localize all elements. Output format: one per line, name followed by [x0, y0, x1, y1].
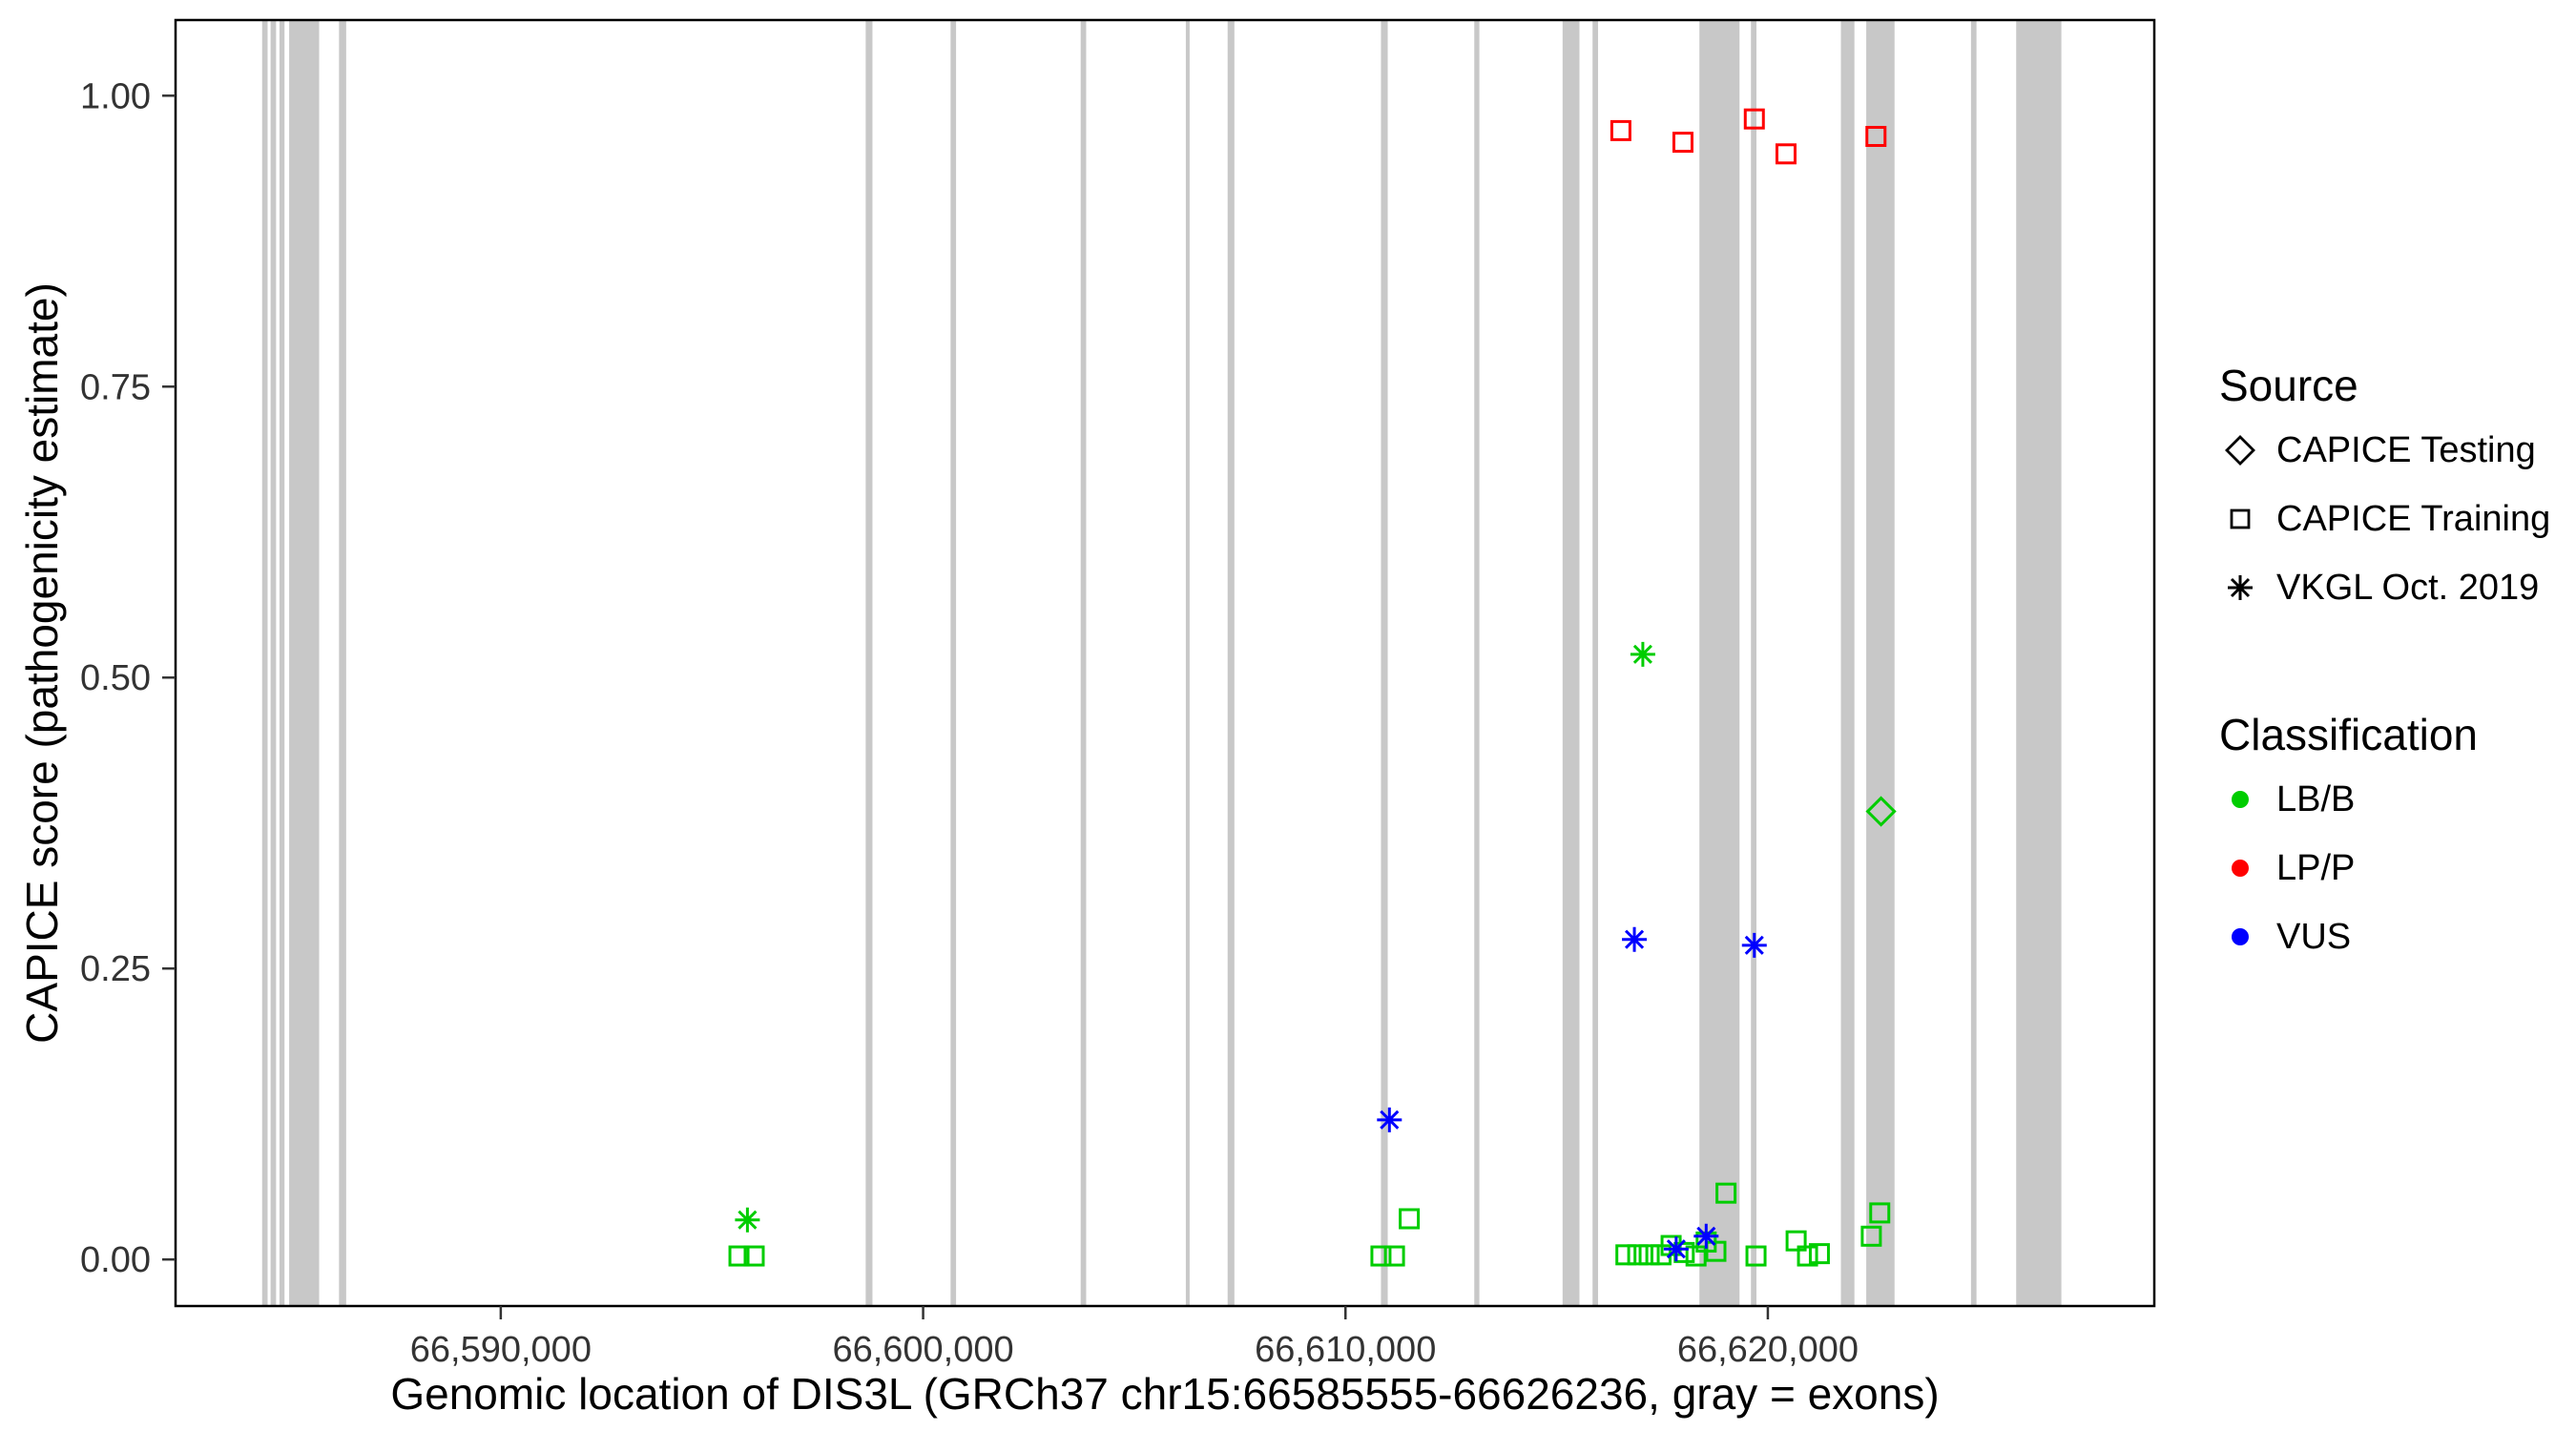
exon-bar	[1592, 20, 1598, 1306]
exon-bar	[1474, 20, 1480, 1306]
data-point-diamond	[1865, 796, 1897, 827]
data-point-square	[1638, 1244, 1660, 1266]
data-point-square	[1808, 1243, 1830, 1265]
legend-item-label: VKGL Oct. 2019	[2276, 567, 2540, 608]
x-tick-label: 66,620,000	[1677, 1330, 1859, 1370]
data-point-asterisk	[1741, 932, 1767, 958]
exon-bar	[279, 20, 285, 1306]
data-point-square	[1383, 1245, 1405, 1267]
asterisk-icon	[2219, 567, 2261, 609]
data-point-square	[1715, 1182, 1737, 1204]
legend-classification-title: Classification	[2219, 710, 2478, 759]
exon-bar	[2016, 20, 2062, 1306]
x-tick-label: 66,590,000	[410, 1330, 592, 1370]
data-point-square	[1745, 1245, 1767, 1267]
y-axis-title: CAPICE score (pathogenicity estimate)	[17, 282, 67, 1044]
square-icon	[2219, 498, 2261, 540]
legend-item-vkgl-oct-2019: VKGL Oct. 2019	[2219, 553, 2550, 622]
exon-bar	[339, 20, 346, 1306]
legend-item-vus: VUS	[2219, 902, 2478, 971]
data-point-square	[1370, 1245, 1392, 1267]
legend-source: Source CAPICE Testing CAPICE Training VKGL…	[2219, 355, 2550, 622]
legend-item-capice-testing: CAPICE Testing	[2219, 416, 2550, 485]
dot-icon	[2219, 916, 2261, 958]
data-point-square	[743, 1245, 765, 1267]
data-point-square	[1797, 1245, 1818, 1267]
y-tick-label: 0.50	[80, 658, 151, 698]
y-tick-label: 0.25	[80, 949, 151, 989]
exon-bar	[261, 20, 268, 1306]
data-point-asterisk	[1663, 1236, 1689, 1262]
y-tick-label: 0.75	[80, 367, 151, 407]
data-point-square	[1785, 1230, 1807, 1252]
data-point-asterisk	[1693, 1223, 1719, 1249]
exon-bar	[950, 20, 957, 1306]
dot-icon	[2219, 778, 2261, 820]
data-point-square	[1615, 1244, 1637, 1266]
exon-bar	[1080, 20, 1087, 1306]
legend-item-label: CAPICE Training	[2276, 498, 2551, 539]
data-point-square	[728, 1245, 750, 1267]
data-point-square	[1860, 1225, 1882, 1247]
data-point-asterisk	[1622, 926, 1648, 952]
exon-bar	[1970, 20, 1977, 1306]
panel-border	[174, 18, 2156, 1308]
x-axis-title: Genomic location of DIS3L (GRCh37 chr15:…	[390, 1369, 1940, 1419]
data-point-square	[1610, 119, 1631, 141]
data-point-square	[1743, 108, 1765, 130]
legend-item-label: LP/P	[2276, 847, 2356, 888]
exon-bar	[1840, 20, 1855, 1306]
exon-bar	[1866, 20, 1895, 1306]
legend-item-label: CAPICE Testing	[2276, 429, 2536, 470]
diamond-icon	[2219, 429, 2261, 471]
legend-item-lp-p: LP/P	[2219, 834, 2478, 902]
exon-bar	[1185, 20, 1190, 1306]
exon-bar	[1562, 20, 1580, 1306]
data-point-square	[1672, 132, 1693, 154]
data-point-asterisk	[735, 1207, 760, 1233]
exon-bar	[1699, 20, 1740, 1306]
exon-bar	[865, 20, 873, 1306]
y-tick-label: 1.00	[80, 76, 151, 116]
data-point-square	[1865, 125, 1887, 147]
data-point-square	[1775, 143, 1797, 165]
exon-bar	[289, 20, 320, 1306]
legend-source-title: Source	[2219, 361, 2358, 410]
legend-item-capice-training: CAPICE Training	[2219, 485, 2550, 553]
legend-classification: Classification LB/B LP/P VUS	[2219, 704, 2478, 971]
legend-item-label: VUS	[2276, 916, 2352, 957]
data-point-square	[1627, 1244, 1649, 1266]
exon-bar	[1751, 20, 1756, 1306]
exon-bar	[1381, 20, 1388, 1306]
data-point-asterisk	[1377, 1107, 1402, 1132]
dot-icon	[2219, 847, 2261, 889]
legend-item-label: LB/B	[2276, 778, 2356, 819]
data-point-square	[1705, 1240, 1727, 1262]
x-tick-label: 66,610,000	[1255, 1330, 1436, 1370]
y-tick-label: 0.00	[80, 1240, 151, 1280]
data-point-asterisk	[1630, 641, 1655, 667]
data-point-square	[1399, 1208, 1421, 1230]
data-point-square	[1869, 1202, 1891, 1224]
exon-bar	[270, 20, 277, 1306]
x-tick-label: 66,600,000	[832, 1330, 1013, 1370]
exon-bar	[1227, 20, 1235, 1306]
legend-item-lb-b: LB/B	[2219, 765, 2478, 834]
